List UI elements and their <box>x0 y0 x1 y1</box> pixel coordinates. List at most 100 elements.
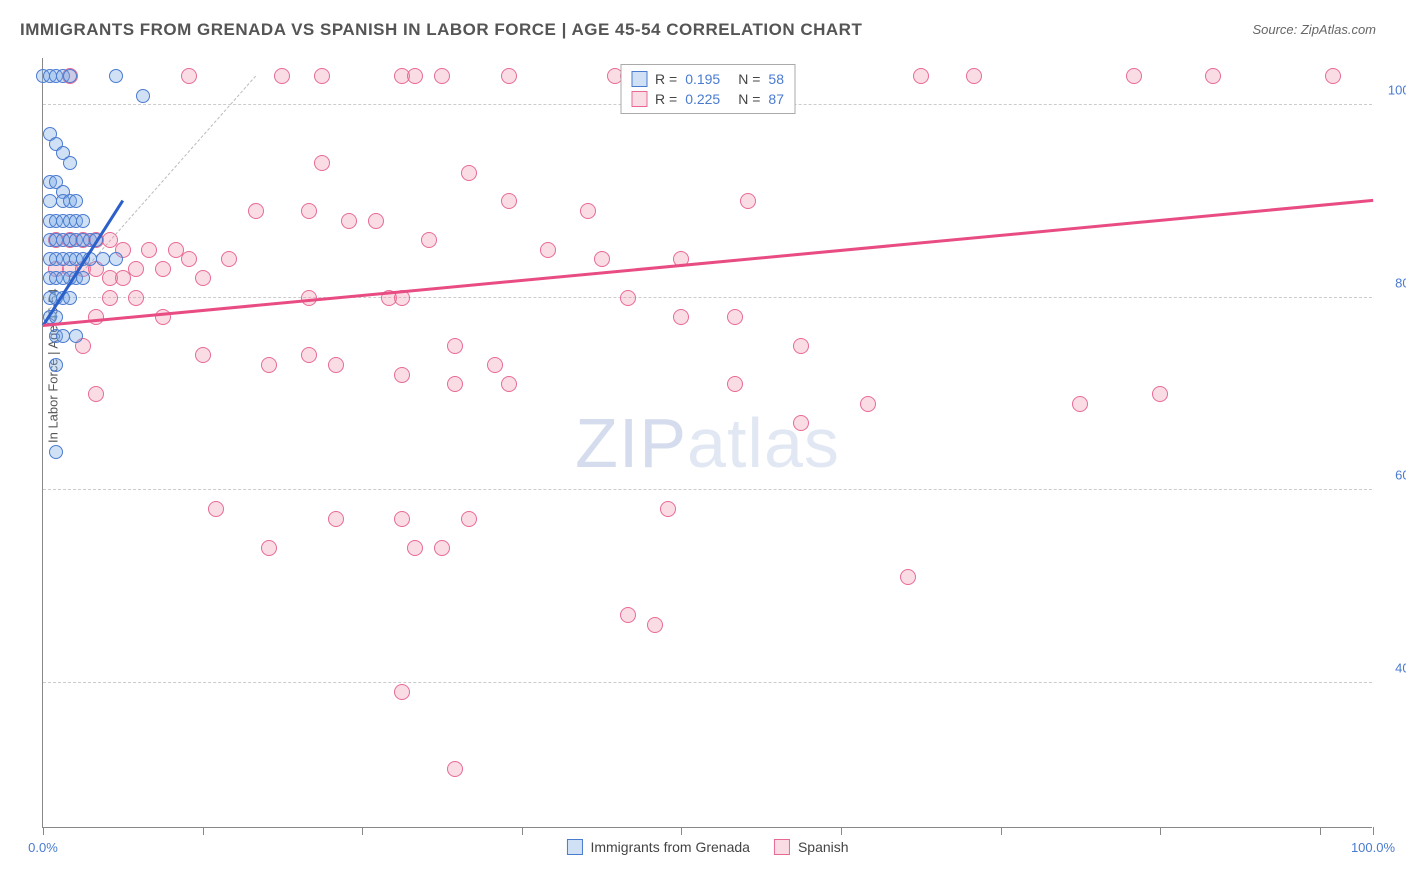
point-pink <box>447 761 463 777</box>
point-blue <box>109 252 123 266</box>
point-pink <box>88 309 104 325</box>
point-pink <box>181 68 197 84</box>
r-value-pink: 0.225 <box>685 91 720 107</box>
point-pink <box>727 376 743 392</box>
trend-line-pink <box>43 199 1373 327</box>
point-pink <box>394 684 410 700</box>
y-tick-label: 40.0% <box>1395 660 1406 675</box>
point-pink <box>461 165 477 181</box>
point-pink <box>1126 68 1142 84</box>
point-pink <box>540 242 556 258</box>
point-pink <box>301 347 317 363</box>
x-tick <box>1160 827 1161 835</box>
point-pink <box>195 347 211 363</box>
point-pink <box>221 251 237 267</box>
point-pink <box>900 569 916 585</box>
point-pink <box>966 68 982 84</box>
point-pink <box>1152 386 1168 402</box>
legend-row-blue: R = 0.195 N = 58 <box>631 69 784 89</box>
y-tick-label: 100.0% <box>1388 83 1406 98</box>
x-tick <box>1373 827 1374 835</box>
point-pink <box>274 68 290 84</box>
point-blue <box>76 214 90 228</box>
chart-title: IMMIGRANTS FROM GRENADA VS SPANISH IN LA… <box>20 20 862 40</box>
point-pink <box>434 68 450 84</box>
point-blue <box>96 252 110 266</box>
x-tick-label: 0.0% <box>28 840 58 855</box>
point-pink <box>407 68 423 84</box>
x-tick-label: 100.0% <box>1351 840 1395 855</box>
point-pink <box>501 376 517 392</box>
point-pink <box>195 270 211 286</box>
swatch-blue <box>631 71 647 87</box>
point-blue <box>49 358 63 372</box>
x-tick <box>681 827 682 835</box>
legend-item-pink: Spanish <box>774 839 849 855</box>
point-pink <box>660 501 676 517</box>
point-pink <box>102 290 118 306</box>
point-blue <box>76 271 90 285</box>
point-pink <box>1325 68 1341 84</box>
legend-item-blue: Immigrants from Grenada <box>566 839 750 855</box>
point-pink <box>141 242 157 258</box>
point-pink <box>261 540 277 556</box>
point-pink <box>128 261 144 277</box>
n-value-pink: 87 <box>768 91 784 107</box>
legend-row-pink: R = 0.225 N = 87 <box>631 89 784 109</box>
source-label: Source: ZipAtlas.com <box>1252 22 1376 37</box>
point-blue <box>136 89 150 103</box>
point-pink <box>394 511 410 527</box>
point-pink <box>647 617 663 633</box>
x-tick <box>362 827 363 835</box>
point-pink <box>1072 396 1088 412</box>
n-value-blue: 58 <box>768 71 784 87</box>
point-pink <box>368 213 384 229</box>
point-pink <box>501 68 517 84</box>
point-blue <box>63 69 77 83</box>
point-pink <box>447 376 463 392</box>
swatch-blue <box>566 839 582 855</box>
point-pink <box>447 338 463 354</box>
point-pink <box>727 309 743 325</box>
correlation-legend: R = 0.195 N = 58 R = 0.225 N = 87 <box>620 64 795 114</box>
point-blue <box>69 194 83 208</box>
point-pink <box>793 415 809 431</box>
gridline <box>43 682 1372 683</box>
point-pink <box>248 203 264 219</box>
point-pink <box>208 501 224 517</box>
point-pink <box>913 68 929 84</box>
point-pink <box>328 357 344 373</box>
point-pink <box>740 193 756 209</box>
point-pink <box>314 68 330 84</box>
point-pink <box>594 251 610 267</box>
point-pink <box>314 155 330 171</box>
legend-label-blue: Immigrants from Grenada <box>590 839 750 855</box>
point-pink <box>421 232 437 248</box>
point-pink <box>580 203 596 219</box>
gridline <box>43 489 1372 490</box>
point-pink <box>461 511 477 527</box>
point-pink <box>620 290 636 306</box>
x-tick <box>1320 827 1321 835</box>
series-legend: Immigrants from Grenada Spanish <box>566 839 848 855</box>
point-pink <box>301 203 317 219</box>
point-pink <box>1205 68 1221 84</box>
plot-area: In Labor Force | Age 45-54 40.0%60.0%80.… <box>42 58 1372 828</box>
point-pink <box>155 261 171 277</box>
x-tick <box>203 827 204 835</box>
point-blue <box>56 329 70 343</box>
r-value-blue: 0.195 <box>685 71 720 87</box>
x-tick <box>841 827 842 835</box>
swatch-pink <box>774 839 790 855</box>
point-blue <box>63 156 77 170</box>
x-tick <box>43 827 44 835</box>
point-pink <box>128 290 144 306</box>
point-blue <box>109 69 123 83</box>
point-pink <box>341 213 357 229</box>
point-pink <box>673 309 689 325</box>
point-pink <box>328 511 344 527</box>
r-label: R = <box>655 71 677 87</box>
point-blue <box>43 194 57 208</box>
gridline <box>43 297 1372 298</box>
point-pink <box>793 338 809 354</box>
